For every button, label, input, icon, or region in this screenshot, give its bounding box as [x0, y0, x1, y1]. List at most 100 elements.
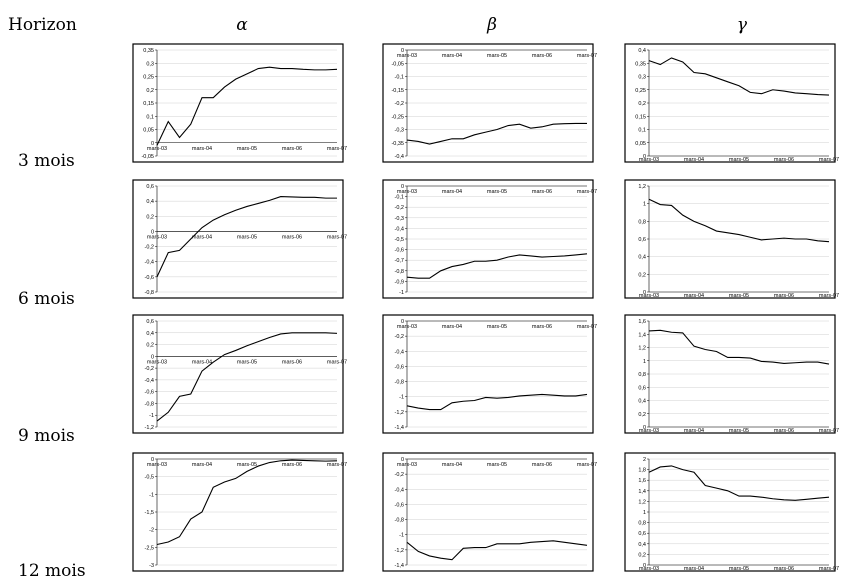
y-tick-label: 1,6: [638, 478, 646, 484]
x-tick-label: mars-05: [237, 146, 257, 152]
x-tick-label: mars-03: [639, 157, 659, 163]
y-tick-label: -0,4: [145, 260, 154, 266]
y-tick-label: -0,3: [395, 216, 404, 222]
small-chart: 0 -0,05 -0,1 -0,15 -0,2 -0,25 -0,3 -0,35 -0,4 mar…: [382, 43, 597, 163]
y-tick-label: 0: [151, 354, 154, 360]
y-tick-label: -1: [399, 290, 404, 296]
y-tick-label: 0: [151, 229, 154, 235]
y-tick-label: -0,5: [395, 237, 404, 243]
y-tick-label: 0,1: [146, 114, 154, 120]
y-tick-label: -0,2: [395, 334, 404, 340]
x-tick-label: mars-05: [729, 428, 749, 434]
x-tick-label: mars-03: [147, 146, 167, 152]
y-tick-label: 0,4: [638, 48, 646, 54]
y-tick-label: -0,1: [395, 195, 404, 201]
y-tick-label: -1: [399, 533, 404, 539]
y-tick-label: -1,4: [395, 563, 404, 569]
data-line: [648, 465, 830, 501]
y-tick-label: -0,05: [391, 61, 404, 67]
x-tick-label: mars-06: [532, 53, 552, 59]
x-tick-label: mars-03: [397, 462, 417, 468]
y-tick-label: -0,4: [395, 154, 404, 160]
x-tick-label: mars-04: [684, 157, 704, 163]
data-line: [156, 332, 338, 422]
data-line: [648, 198, 830, 243]
y-tick-label: -0,9: [395, 279, 404, 285]
x-tick-label: mars-05: [487, 462, 507, 468]
x-tick-label: mars-03: [397, 324, 417, 330]
x-tick-label: mars-07: [577, 462, 597, 468]
x-tick-label: mars-07: [819, 293, 839, 299]
y-tick-label: -3: [149, 563, 154, 569]
y-tick-label: 0,4: [146, 331, 154, 337]
y-tick-label: 0,4: [146, 199, 154, 205]
y-tick-label: 1,8: [638, 468, 646, 474]
y-tick-label: 0,4: [638, 255, 646, 261]
y-tick-label: -1,2: [145, 425, 154, 431]
y-tick-label: 0: [151, 141, 154, 147]
row-label: 12 mois: [18, 561, 86, 579]
x-tick-label: mars-04: [442, 462, 462, 468]
y-tick-label: -0,1: [395, 75, 404, 81]
x-tick-label: mars-03: [397, 53, 417, 59]
small-chart: 0 0,2 0,4 0,6 0,8 1 1,2 1,4 1,6 mars-03 mars-04 mar…: [624, 314, 839, 434]
y-tick-label: 0,8: [638, 372, 646, 378]
y-tick-label: -0,2: [145, 366, 154, 372]
y-tick-label: -1: [399, 395, 404, 401]
y-tick-label: 0,6: [638, 385, 646, 391]
y-tick-label: -0,8: [395, 380, 404, 386]
y-tick-label: -0,6: [145, 275, 154, 281]
column-header: α: [236, 15, 248, 35]
y-tick-label: 0,35: [143, 48, 154, 54]
y-tick-label: 0,25: [635, 88, 646, 94]
y-tick-label: 0,2: [638, 272, 646, 278]
x-tick-label: mars-04: [192, 234, 212, 240]
data-line: [156, 66, 338, 146]
x-tick-label: mars-04: [684, 566, 704, 572]
y-tick-label: 0: [401, 457, 404, 463]
y-tick-label: 1,6: [638, 319, 646, 325]
y-tick-label: 0: [401, 184, 404, 190]
x-tick-label: mars-07: [819, 566, 839, 572]
x-tick-label: mars-04: [192, 462, 212, 468]
chart-frame: [382, 452, 594, 572]
x-tick-label: mars-06: [774, 428, 794, 434]
y-tick-label: 1,2: [638, 346, 646, 352]
y-tick-label: 0,3: [638, 75, 646, 81]
y-tick-label: 0: [151, 457, 154, 463]
y-tick-label: 0,15: [635, 114, 646, 120]
small-chart: 0 -0,2 -0,4 -0,6 -0,8 -1 -1,2 -1,4 mars-03 mars-0…: [382, 314, 597, 434]
y-tick-label: 0,6: [146, 184, 154, 190]
y-tick-label: -0,4: [395, 349, 404, 355]
x-tick-label: mars-04: [442, 324, 462, 330]
small-chart: 0 0,2 0,4 0,6 0,8 1 1,2 mars-03 mars-04 mars-05 ma…: [624, 179, 839, 299]
y-tick-label: -1,4: [395, 425, 404, 431]
x-tick-label: mars-04: [442, 189, 462, 195]
y-tick-label: -0,8: [395, 518, 404, 524]
y-tick-label: 0,2: [146, 214, 154, 220]
row-label: 3 mois: [18, 151, 75, 171]
small-chart: 0 -0,5 -1 -1,5 -2 -2,5 -3 mars-03 mars-04 mars-05…: [132, 452, 347, 572]
y-tick-label: -0,6: [395, 502, 404, 508]
x-tick-label: mars-06: [282, 359, 302, 365]
y-tick-label: 0,8: [638, 521, 646, 527]
y-tick-label: 0: [643, 154, 646, 160]
y-tick-label: 0: [643, 290, 646, 296]
y-tick-label: 0,4: [638, 542, 646, 548]
y-tick-label: 0,15: [143, 101, 154, 107]
y-tick-label: 0: [401, 319, 404, 325]
y-tick-label: 0,3: [146, 61, 154, 67]
x-tick-label: mars-03: [639, 566, 659, 572]
x-tick-label: mars-04: [192, 359, 212, 365]
column-header: γ: [737, 15, 748, 35]
y-tick-label: -0,8: [145, 290, 154, 296]
y-tick-label: -1,5: [145, 510, 154, 516]
y-tick-label: 1,4: [638, 489, 646, 495]
x-tick-label: mars-06: [774, 566, 794, 572]
y-tick-label: 0,05: [143, 128, 154, 134]
y-tick-label: -1: [149, 413, 154, 419]
x-tick-label: mars-05: [729, 157, 749, 163]
y-tick-label: 0,6: [146, 319, 154, 325]
x-tick-label: mars-07: [327, 146, 347, 152]
